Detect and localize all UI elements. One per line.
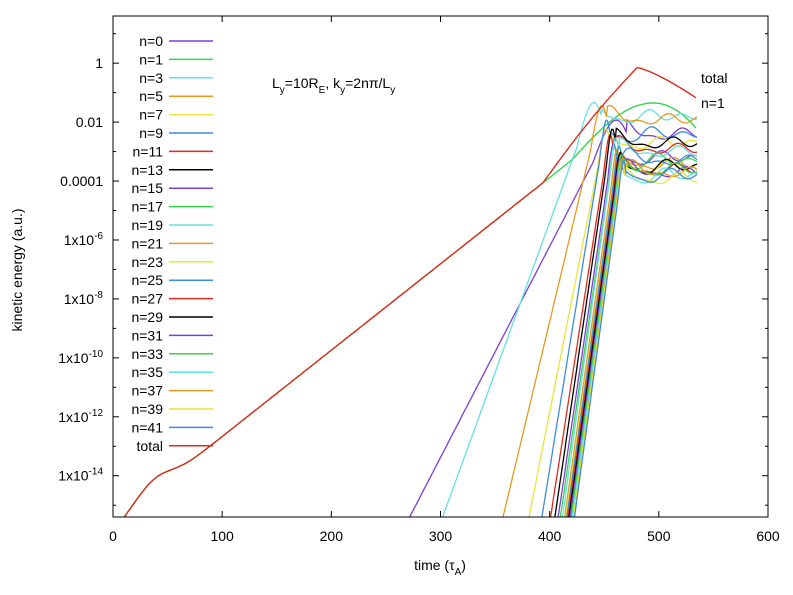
- legend-label: n=13: [131, 162, 163, 178]
- legend-label: n=21: [131, 235, 163, 251]
- legend-label: n=0: [139, 33, 163, 49]
- legend-label: n=9: [139, 125, 163, 141]
- x-axis-label: time (τA): [414, 557, 466, 578]
- series-line-n25: [566, 145, 698, 517]
- legend-label: n=33: [131, 346, 163, 362]
- legend-label: n=27: [131, 291, 163, 307]
- series-line-n13: [554, 127, 698, 517]
- legend-label: n=39: [131, 401, 163, 417]
- series-line-n7: [528, 128, 698, 517]
- x-axis-label-subscript: A: [455, 567, 462, 578]
- legend-label: total: [137, 438, 163, 454]
- series-line-n19: [561, 136, 698, 517]
- series-line-n3: [441, 102, 698, 517]
- series-lines: [123, 66, 698, 517]
- y-tick-label: 1x10-12: [58, 408, 103, 425]
- x-tick-label: 400: [538, 528, 562, 544]
- y-tick-label: 1: [95, 55, 103, 71]
- legend-label: n=35: [131, 364, 163, 380]
- annotation-subscript: y: [340, 85, 345, 96]
- legend-label: n=41: [131, 419, 163, 435]
- x-tick-label: 100: [210, 528, 234, 544]
- legend-label: n=37: [131, 383, 163, 399]
- legend-label: n=23: [131, 254, 163, 270]
- annotation-part: =10R: [285, 75, 319, 91]
- y-tick-label: 1x10-6: [64, 231, 104, 248]
- legend: n=0 n=1 n=3 n=5 n=7 n=9 n=11 n=13 n=15 n=17 n=19 n=…: [131, 33, 213, 454]
- y-tick-label: 1x10-8: [64, 290, 104, 307]
- series-line-n41: [573, 159, 698, 517]
- y-tick-label: 1x10-14: [58, 467, 103, 484]
- chart-annotation: Ly=10RE, ky=2nπ/Ly: [272, 75, 395, 96]
- legend-label: n=15: [131, 180, 163, 196]
- legend-label: n=1: [139, 51, 163, 67]
- annotation-subscript: y: [390, 85, 395, 96]
- x-tick-label: 200: [320, 528, 344, 544]
- y-tick-label: 0.0001: [60, 173, 103, 189]
- legend-label: n=29: [131, 309, 163, 325]
- y-axis-label: kinetic energy (a.u.): [9, 209, 25, 332]
- legend-label: n=11: [133, 143, 164, 159]
- y-axis-ticks: 1 0.01 0.0001 1x10-6 1x10-8 1x10-10 1x10-12 1x1…: [58, 33, 768, 506]
- legend-label: n=25: [131, 272, 163, 288]
- plot-frame: [112, 15, 769, 518]
- legend-label: n=3: [139, 70, 163, 86]
- legend-label: n=19: [131, 217, 163, 233]
- x-axis-ticks: 0 100 200 300 400 500 600: [109, 16, 780, 544]
- annotation-part: L: [272, 75, 280, 91]
- x-tick-label: 500: [647, 528, 671, 544]
- annotation-part: , k: [325, 75, 341, 91]
- series-line-n11: [549, 133, 698, 517]
- x-tick-label: 300: [429, 528, 453, 544]
- annotation-subscript: E: [319, 85, 326, 96]
- series-line-n21: [564, 148, 698, 517]
- y-tick-label: 1x10-10: [58, 349, 103, 366]
- x-axis-label-close: ): [461, 557, 466, 573]
- legend-label: n=17: [131, 199, 163, 215]
- x-axis-label-main: time (τ: [414, 557, 455, 573]
- legend-label: n=31: [131, 327, 163, 343]
- series-line-n0: [408, 118, 698, 517]
- end-label-total: total: [701, 70, 727, 86]
- x-tick-label: 600: [756, 528, 780, 544]
- legend-label: n=5: [139, 88, 163, 104]
- x-tick-label: 0: [109, 528, 117, 544]
- annotation-subscript: y: [280, 85, 285, 96]
- end-label-n1: n=1: [701, 95, 725, 111]
- y-tick-label: 0.01: [76, 114, 103, 130]
- annotation-part: =2nπ/L: [345, 75, 390, 91]
- series-line-n33: [570, 154, 698, 517]
- legend-label: n=7: [139, 107, 163, 123]
